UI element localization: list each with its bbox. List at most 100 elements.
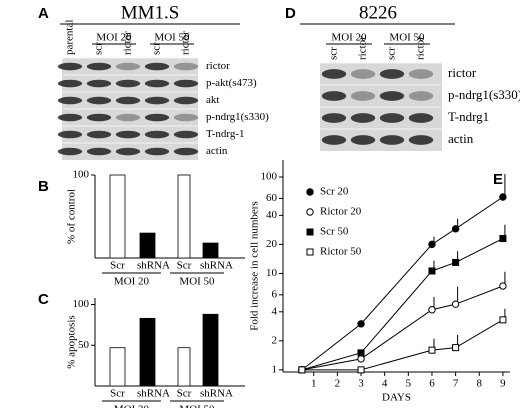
y-tick-label: 100 — [73, 298, 90, 310]
y-tick-label: 2 — [272, 334, 278, 346]
band — [144, 96, 170, 105]
band — [86, 130, 112, 139]
x-tick-label: Scr — [110, 388, 125, 400]
group-label: MOI 20 — [114, 276, 150, 288]
x-tick-label: 7 — [453, 378, 459, 390]
x-tick-label: 3 — [358, 378, 364, 390]
band — [408, 113, 434, 123]
band — [57, 130, 83, 139]
y-tick-label: 60 — [266, 192, 278, 204]
panel-letter: B — [38, 178, 49, 195]
series-line — [301, 319, 504, 371]
bar — [139, 317, 156, 387]
point — [298, 366, 306, 374]
y-tick-label: 20 — [266, 238, 278, 250]
band — [321, 69, 347, 79]
panel-letter: D — [285, 5, 296, 22]
point — [499, 235, 507, 243]
group-label: MOI 20 — [114, 404, 150, 408]
y-axis-label: Fold increase in cell numbers — [249, 201, 261, 331]
band — [57, 62, 83, 71]
group-label: MOI 50 — [179, 276, 215, 288]
lane-label: scr — [93, 42, 105, 55]
x-tick-label: Scr — [110, 260, 125, 272]
band — [379, 91, 405, 101]
band — [144, 130, 170, 139]
band — [115, 113, 141, 122]
blot-title: 8226 — [359, 2, 397, 23]
row-label: T-ndrg1 — [448, 109, 489, 124]
legend-marker — [306, 188, 314, 196]
row-label: actin — [448, 131, 474, 146]
y-axis-label: % apoptosis — [66, 315, 78, 368]
bar — [177, 347, 191, 387]
row-label: p-akt(s473) — [206, 77, 257, 89]
band — [86, 62, 112, 71]
bar — [177, 174, 191, 259]
x-tick-label: 4 — [382, 378, 388, 390]
point — [452, 344, 460, 352]
row-label: T-ndrg-1 — [206, 128, 245, 140]
bar — [202, 313, 219, 387]
point — [499, 282, 507, 290]
row-label: actin — [206, 145, 228, 157]
y-tick-label: 4 — [272, 305, 278, 317]
band — [379, 69, 405, 79]
bar — [139, 232, 156, 259]
y-tick-label: 50 — [78, 339, 90, 351]
band — [350, 113, 376, 123]
lane-label: scr — [328, 47, 340, 60]
x-tick-label: shRNA — [200, 388, 233, 400]
point — [428, 346, 436, 354]
row-label: p-ndrg1(s330) — [206, 111, 269, 123]
point — [357, 349, 365, 357]
band — [379, 113, 405, 123]
band — [57, 147, 83, 156]
x-tick-label: 2 — [335, 378, 341, 390]
point — [357, 355, 365, 363]
blot-title: MM1.S — [121, 2, 180, 23]
y-tick-label: 1 — [272, 363, 278, 375]
y-tick-label: 100 — [73, 169, 90, 181]
x-tick-label: Scr — [177, 260, 192, 272]
legend-marker — [306, 228, 314, 236]
band — [144, 147, 170, 156]
band — [144, 113, 170, 122]
group-label: MOI 50 — [389, 32, 425, 44]
band — [173, 147, 199, 156]
x-tick-label: shRNA — [137, 388, 170, 400]
legend-marker — [306, 208, 314, 216]
x-tick-label: Scr — [177, 388, 192, 400]
legend-label: Rictor 50 — [320, 246, 362, 258]
row-label: rictor — [448, 65, 477, 80]
band — [408, 69, 434, 79]
band — [350, 135, 376, 145]
point — [428, 267, 436, 275]
bar — [109, 347, 126, 387]
point — [451, 225, 460, 233]
group-label: MOI 50 — [179, 404, 215, 408]
band — [57, 113, 83, 122]
y-tick-label: 10 — [266, 267, 278, 279]
band — [57, 96, 83, 105]
lane-label: rictor — [415, 36, 427, 60]
band — [173, 130, 199, 139]
x-tick-label: 6 — [429, 378, 435, 390]
x-axis-label: DAYS — [382, 392, 411, 404]
y-tick-label: 100 — [261, 171, 278, 183]
band — [86, 147, 112, 156]
band — [115, 96, 141, 105]
x-tick-label: 9 — [500, 378, 506, 390]
legend-label: Rictor 20 — [320, 206, 362, 218]
lane-label: rictor — [180, 31, 192, 55]
band — [350, 69, 376, 79]
lane-label: scr — [386, 47, 398, 60]
point — [357, 366, 365, 374]
band — [379, 135, 405, 145]
y-tick-label: 40 — [266, 209, 278, 221]
panel-letter: C — [38, 291, 49, 308]
lane-label: scr — [151, 42, 163, 55]
series-line — [301, 196, 504, 371]
band — [350, 91, 376, 101]
